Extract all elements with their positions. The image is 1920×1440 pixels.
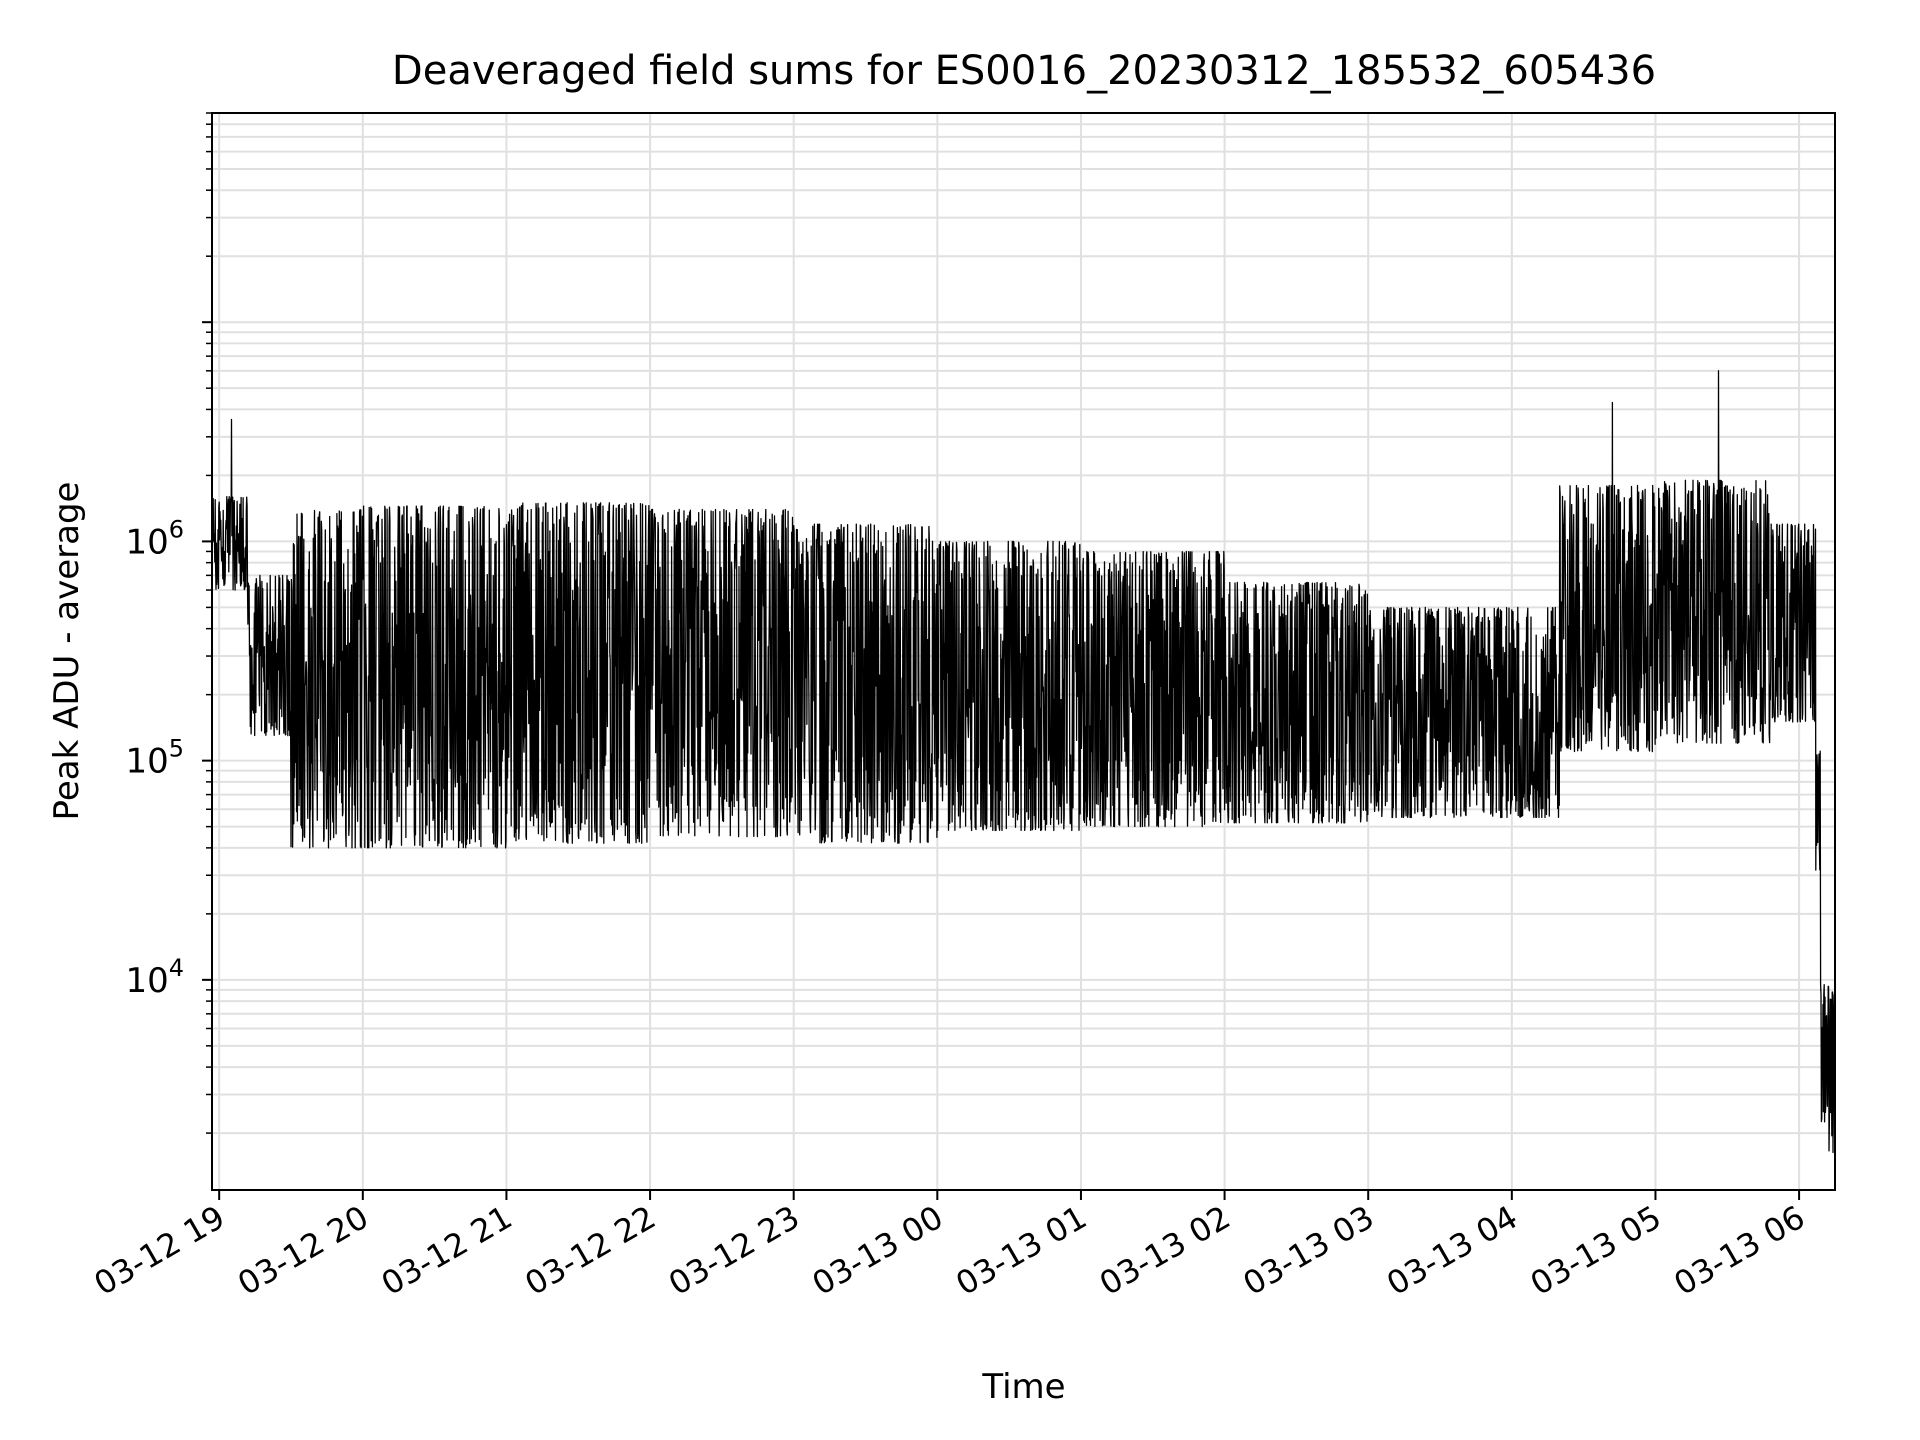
- y-tick-label: 105: [125, 735, 184, 782]
- y-tick-label-base: 10: [125, 742, 168, 782]
- x-axis-label: Time: [981, 1367, 1065, 1407]
- y-tick-label: 106: [125, 515, 184, 562]
- chart-title: Deaveraged field sums for ES0016_2023031…: [392, 48, 1656, 94]
- y-tick-label-exponent: 6: [169, 515, 184, 543]
- y-axis-label: Peak ADU - average: [47, 482, 87, 821]
- y-tick-label-base: 10: [125, 961, 168, 1001]
- y-tick-label-exponent: 5: [169, 735, 184, 763]
- data-series-line: [211, 370, 1836, 1154]
- series-line: [211, 370, 1836, 1154]
- plot-frame: [211, 112, 1836, 1191]
- y-tick-label: 104: [125, 954, 184, 1001]
- y-tick-label-base: 10: [125, 522, 168, 562]
- y-tick-label-exponent: 4: [169, 954, 184, 982]
